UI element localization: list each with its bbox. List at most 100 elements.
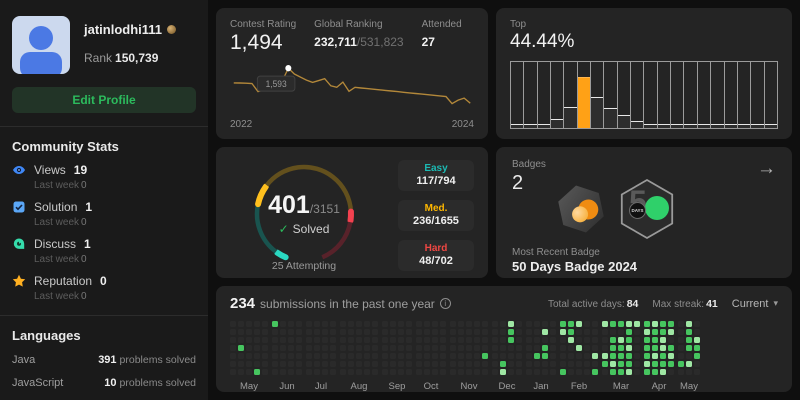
heatmap-cell <box>246 337 252 343</box>
heatmap-cell <box>288 345 294 351</box>
heatmap-cell <box>542 353 548 359</box>
language-row[interactable]: JavaScript 10 problems solved <box>12 377 196 389</box>
heatmap-cell <box>262 321 268 327</box>
heatmap-cell <box>322 337 328 343</box>
heatmap-cell <box>416 337 422 343</box>
heatmap-month-label: Aug <box>350 381 368 392</box>
heatmap-cell <box>364 329 370 335</box>
heatmap-cell <box>254 369 260 375</box>
total-active-days: Total active days: 84 <box>548 297 639 310</box>
heatmap-cell <box>652 329 658 335</box>
heatmap-cell <box>348 369 354 375</box>
last-week-stat: Last week 0 <box>34 254 87 265</box>
heatmap-cell <box>592 353 598 359</box>
heatmap-cell <box>634 369 640 375</box>
heatmap-cell <box>534 321 540 327</box>
heatmap-cell <box>482 361 488 367</box>
heatmap-cell <box>238 345 244 351</box>
heatmap-cell <box>340 321 346 327</box>
heatmap-cell <box>246 369 252 375</box>
heatmap-month-label: May <box>240 381 258 392</box>
arrow-right-icon[interactable]: → <box>757 158 776 179</box>
hundred-days-badge-icon[interactable] <box>554 181 609 238</box>
heatmap-cell <box>534 369 540 375</box>
heatmap-cell <box>440 369 446 375</box>
heatmap-cell <box>406 353 412 359</box>
badges-card: Badges 2 → 5 DAYS Most Recent Badge 50 D… <box>496 147 792 278</box>
edit-profile-button[interactable]: Edit Profile <box>12 87 196 113</box>
heatmap-cell <box>246 345 252 351</box>
year-start-label: 2022 <box>230 119 253 130</box>
global-ranking-stat: Global Ranking 232,711/531,823 <box>314 19 404 49</box>
heatmap-cell <box>610 329 616 335</box>
heatmap-cell <box>458 321 464 327</box>
period-dropdown[interactable]: Current ▾ <box>731 297 778 310</box>
heatmap-cell <box>398 337 404 343</box>
fifty-days-badge-icon[interactable]: 5 DAYS <box>620 179 674 239</box>
heatmap-cell <box>272 361 278 367</box>
heatmap-cell <box>542 329 548 335</box>
chevron-down-icon: ▾ <box>773 298 778 308</box>
heatmap-cell <box>644 337 650 343</box>
heatmap-month: May <box>678 321 700 392</box>
heatmap-cell <box>634 329 640 335</box>
heatmap-cell <box>668 345 674 351</box>
last-week-stat: Last week 0 <box>34 180 87 191</box>
community-stats-title: Community Stats <box>12 139 119 154</box>
heatmap-cell <box>348 361 354 367</box>
histogram-bar <box>631 62 645 128</box>
heatmap-cell <box>390 353 396 359</box>
check-square-icon <box>12 200 26 214</box>
community-stat-link[interactable]: Views 19 <box>12 163 196 177</box>
heatmap-cell <box>618 329 624 335</box>
heatmap-cell <box>602 353 608 359</box>
heatmap-cell <box>280 369 286 375</box>
heatmap-cell <box>372 353 378 359</box>
heatmap-cell <box>626 345 632 351</box>
heatmap-cell <box>610 353 616 359</box>
solved-count: 401 <box>268 190 310 219</box>
histogram-bar <box>697 62 712 128</box>
heatmap-cell <box>618 345 624 351</box>
main-content: Contest Rating 1,494 Global Ranking 232,… <box>208 0 800 400</box>
heatmap-cell <box>372 337 378 343</box>
heatmap-cell <box>560 337 566 343</box>
community-stat-link[interactable]: Reputation 0 <box>12 274 196 288</box>
histogram-bar <box>564 62 578 128</box>
heatmap-cell <box>272 321 278 327</box>
heatmap-cell <box>610 321 616 327</box>
heatmap-cell <box>568 369 574 375</box>
info-icon[interactable] <box>439 298 451 309</box>
difficulty-breakdown: Easy 117/794 Med. 236/1655 Hard 48/702 <box>398 160 474 271</box>
heatmap-cell <box>230 369 236 375</box>
heatmap-cell <box>500 345 506 351</box>
histogram-bar <box>617 62 632 128</box>
community-stat-item: Reputation 0 Last week 0 <box>12 274 196 302</box>
heatmap-cell <box>508 329 514 335</box>
heatmap-cell <box>602 369 608 375</box>
language-row[interactable]: Java 391 problems solved <box>12 354 196 366</box>
heatmap-month-label: Nov <box>460 381 478 392</box>
heatmap-cell <box>508 337 514 343</box>
heatmap-cell <box>424 369 430 375</box>
heatmap-cell <box>500 321 506 327</box>
heatmap-cell <box>466 369 472 375</box>
community-stat-link[interactable]: Discuss 1 <box>12 237 196 251</box>
heatmap-cell <box>516 329 522 335</box>
heatmap-cell <box>516 321 522 327</box>
heatmap-cell <box>348 337 354 343</box>
heatmap-cell <box>492 329 498 335</box>
heatmap-cell <box>576 321 582 327</box>
badge-icons: 5 DAYS <box>558 179 676 239</box>
heatmap-cell <box>406 329 412 335</box>
heatmap-cell <box>652 353 658 359</box>
heatmap-cell <box>382 353 388 359</box>
heatmap-cell <box>466 345 472 351</box>
histogram-bar <box>684 62 698 128</box>
heatmap-cell <box>390 321 396 327</box>
heatmap-cell <box>534 337 540 343</box>
heatmap-cell <box>576 369 582 375</box>
heatmap-cell <box>492 345 498 351</box>
community-stat-link[interactable]: Solution 1 <box>12 200 196 214</box>
heatmap-cell <box>500 369 506 375</box>
